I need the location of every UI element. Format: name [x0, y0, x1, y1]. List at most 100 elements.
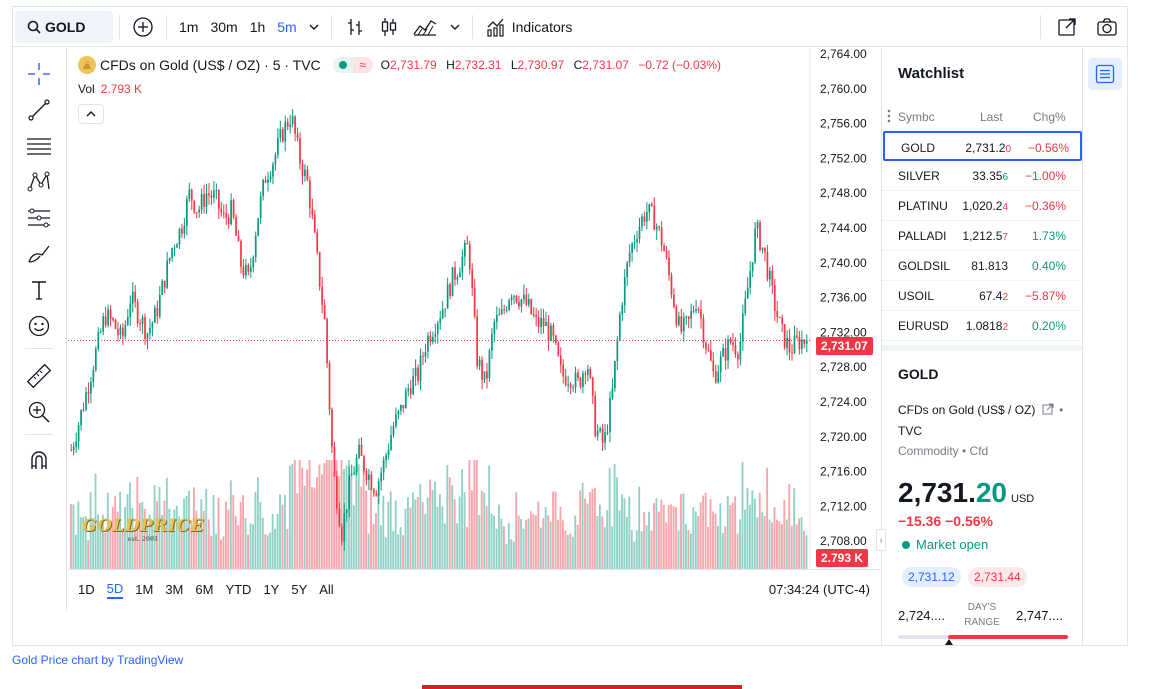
chart-style-dropdown[interactable]	[444, 11, 466, 43]
forecast-tool[interactable]	[25, 204, 53, 232]
watchlist-row[interactable]: GOLDSIL 81.813 0.40%	[882, 251, 1082, 281]
price-tick-label: 2,728.00	[820, 360, 867, 374]
watchlist-row[interactable]: SILVER 33.356 −1.00%	[882, 161, 1082, 191]
candle-body	[591, 377, 594, 396]
crosshair-tool[interactable]	[25, 60, 53, 88]
interval-5m[interactable]: 5m	[277, 18, 297, 35]
interval-1h[interactable]: 1h	[249, 18, 266, 35]
volume-bar	[352, 505, 355, 570]
collapse-legend-button[interactable]	[78, 104, 104, 124]
chart-title[interactable]: CFDs on Gold (US$ / OZ) · 5 · TVC	[100, 57, 321, 73]
brush-tool[interactable]	[25, 240, 53, 268]
collapse-panel-button[interactable]: ›	[876, 529, 886, 551]
volume-bar	[70, 503, 72, 570]
interval-1m[interactable]: 1m	[179, 18, 199, 35]
range-3m[interactable]: 3M	[165, 582, 184, 597]
chart-pane[interactable]: 2,764.00 2,760.00 2,756.00 2,752.00 2,748.00…	[68, 48, 880, 610]
external-link-icon[interactable]	[1042, 403, 1054, 415]
volume-bar	[311, 487, 313, 570]
watchlist-toggle-button[interactable]	[1088, 58, 1122, 90]
watchlist-row[interactable]: PALLADI 1,212.57 1.73%	[882, 221, 1082, 251]
market-status[interactable]: Market open	[902, 537, 988, 552]
open-new-window-button[interactable]	[1047, 11, 1087, 43]
range-1d[interactable]: 1D	[78, 582, 95, 597]
detail-symbol[interactable]: GOLD	[898, 366, 939, 382]
candle-body	[431, 336, 434, 342]
magnet-icon	[31, 451, 47, 469]
volume-bar	[458, 496, 461, 570]
ruler-tool[interactable]	[25, 362, 53, 390]
drag-handle-icon[interactable]	[887, 108, 891, 127]
watchlist-row[interactable]: USOIL 67.42 −5.87%	[882, 281, 1082, 311]
watchlist-row[interactable]: PLATINU 1,020.24 −0.36%	[882, 191, 1082, 221]
watchlist-row[interactable]: EURUSD 1.08182 0.20%	[882, 311, 1082, 341]
range-5d[interactable]: 5D	[101, 578, 130, 602]
candle-body	[99, 331, 102, 333]
volume-bar	[286, 528, 289, 570]
candle-body	[149, 327, 151, 334]
volume-bar	[276, 513, 279, 570]
candle-body	[348, 475, 351, 510]
col-chg-header[interactable]: Chg%	[1033, 110, 1066, 124]
volume-bar	[611, 526, 614, 570]
detail-name-text[interactable]: CFDs on Gold (US$ / OZ)	[898, 403, 1036, 417]
range-5y[interactable]: 5Y	[291, 582, 308, 597]
candle-body	[626, 262, 629, 278]
candle-body	[655, 226, 658, 230]
candle-body	[520, 299, 523, 307]
col-symbol-header[interactable]: Symbc	[898, 110, 935, 124]
volume-bar	[633, 541, 636, 570]
candle-body	[242, 266, 245, 276]
interval-30m[interactable]: 30m	[210, 18, 238, 35]
candles-style-button[interactable]	[372, 11, 406, 43]
volume-bar	[625, 516, 628, 570]
day-range-label: DAY'S RANGE	[964, 602, 1000, 628]
candle-body	[124, 324, 127, 337]
zoom-tool[interactable]	[25, 398, 53, 426]
volume-value: 2.793 K	[100, 82, 143, 96]
snapshot-button[interactable]	[1087, 11, 1127, 43]
candle-body	[112, 318, 114, 320]
candle-body	[471, 269, 474, 288]
watchlist-row[interactable]: GOLD 2,731.20 −0.56%	[883, 131, 1082, 161]
area-style-button[interactable]	[406, 11, 444, 43]
range-6m[interactable]: 6M	[195, 582, 214, 597]
text-tool[interactable]	[25, 276, 53, 304]
trend-line-tool[interactable]	[25, 96, 53, 124]
brush-icon	[28, 245, 50, 263]
pattern-tool[interactable]	[25, 168, 53, 196]
candle-body	[734, 345, 737, 355]
candle-body	[606, 432, 609, 434]
range-all[interactable]: All	[319, 582, 334, 597]
indicators-button[interactable]: Indicators	[479, 11, 579, 43]
range-ytd[interactable]: YTD	[225, 582, 252, 597]
range-1y[interactable]: 1Y	[263, 582, 280, 597]
bar-style-button[interactable]	[338, 11, 372, 43]
interval-dropdown[interactable]	[303, 11, 325, 43]
symbol-search[interactable]: GOLD	[15, 10, 113, 43]
candle-body	[237, 235, 240, 242]
fib-tool[interactable]	[25, 132, 53, 160]
change-value: −0.72 (−0.03%)	[638, 58, 722, 72]
attribution-link[interactable]: Gold Price chart by TradingView	[12, 653, 183, 667]
row-last-fraction: 2	[1002, 322, 1008, 333]
timezone-clock[interactable]: 07:34:24 (UTC-4)	[768, 582, 870, 597]
candle-body	[564, 376, 567, 386]
magnet-tool[interactable]	[25, 446, 53, 474]
candle-body	[215, 190, 218, 192]
emoji-tool[interactable]	[25, 312, 53, 340]
volume-bar	[714, 513, 717, 570]
volume-bar	[392, 531, 395, 570]
range-1m[interactable]: 1M	[135, 582, 154, 597]
candle-body	[144, 317, 146, 339]
detail-exchange: TVC	[898, 424, 922, 438]
volume-bar	[564, 530, 567, 570]
compare-button[interactable]	[126, 11, 160, 43]
col-last-header[interactable]: Last	[980, 110, 1003, 124]
volume-bar	[598, 504, 601, 570]
volume-bar	[355, 469, 358, 570]
price-tick-label: 2,740.00	[820, 256, 867, 270]
price-chart[interactable]: 2,764.00 2,760.00 2,756.00 2,752.00 2,748.00…	[68, 48, 880, 570]
date-range-bar: 1D 5D 1M 3M 6M YTD 1Y 5Y All 07:34:24 (U…	[68, 569, 880, 609]
volume-bar	[771, 522, 773, 570]
